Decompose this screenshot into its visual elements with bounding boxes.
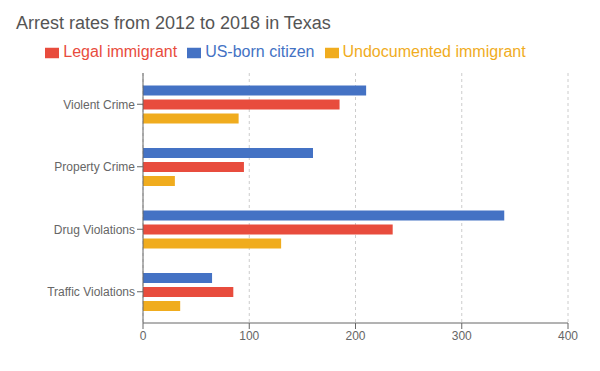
svg-text:Property Crime: Property Crime bbox=[54, 160, 135, 174]
html-text:Arrest rates from 2012 to 2018: Arrest rates from 2012 to 2018 in Texas bbox=[16, 13, 331, 33]
svg-text:Traffic Violations: Traffic Violations bbox=[47, 285, 135, 299]
svg-text:0: 0 bbox=[140, 329, 147, 343]
svg-text:100: 100 bbox=[239, 329, 259, 343]
svg-text:Drug Violations: Drug Violations bbox=[54, 223, 135, 237]
svg-text:400: 400 bbox=[558, 329, 578, 343]
html-text:Undocumented immigrant: Undocumented immigrant bbox=[342, 43, 526, 60]
html-text:US-born citizen: US-born citizen bbox=[205, 43, 315, 60]
svg-text:Violent Crime: Violent Crime bbox=[63, 98, 135, 112]
html-text:Legal immigrant: Legal immigrant bbox=[63, 43, 178, 60]
svg-text:200: 200 bbox=[345, 329, 365, 343]
svg-text:300: 300 bbox=[452, 329, 472, 343]
